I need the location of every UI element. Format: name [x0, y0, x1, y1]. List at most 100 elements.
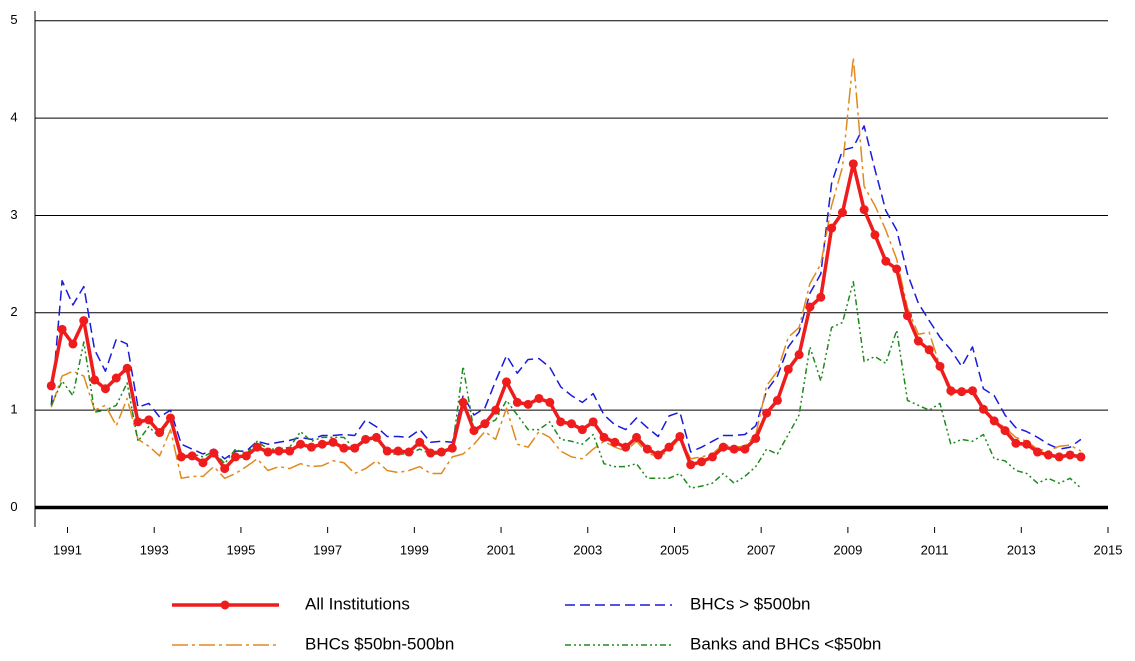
point	[296, 439, 306, 449]
point	[718, 442, 728, 452]
y-tick-label: 1	[10, 402, 17, 417]
point	[567, 419, 576, 429]
point	[729, 444, 739, 454]
point	[924, 345, 934, 355]
x-tick-label: 2007	[747, 542, 776, 557]
legend-label: All Institutions	[305, 594, 410, 613]
point	[220, 464, 230, 474]
point	[317, 439, 327, 449]
point	[263, 447, 273, 457]
point	[1054, 452, 1064, 462]
point	[978, 404, 988, 414]
y-tick-label: 4	[10, 110, 17, 125]
point	[1000, 426, 1010, 436]
point	[328, 437, 338, 447]
x-tick-label: 2015	[1094, 542, 1123, 557]
point	[285, 446, 295, 456]
point	[176, 452, 186, 462]
point	[1043, 450, 1053, 460]
series-line	[50, 280, 1082, 489]
point	[968, 386, 978, 396]
point	[556, 417, 566, 427]
point	[523, 399, 533, 409]
point	[794, 350, 804, 360]
point	[881, 256, 891, 266]
point	[491, 405, 501, 415]
point	[436, 447, 446, 457]
x-tick-label: 1993	[140, 542, 169, 557]
y-tick-label: 0	[10, 499, 17, 514]
x-tick-label: 2003	[573, 542, 602, 557]
point	[480, 419, 490, 429]
point	[1076, 452, 1086, 462]
point	[274, 446, 284, 456]
point	[393, 446, 403, 456]
point	[686, 460, 696, 470]
point	[209, 448, 219, 458]
point	[252, 442, 262, 452]
series-line	[50, 56, 1082, 480]
point	[610, 437, 620, 447]
point	[371, 432, 381, 442]
series-line	[50, 125, 1082, 460]
point	[90, 375, 100, 385]
point	[241, 451, 251, 461]
y-tick-label: 2	[10, 304, 17, 319]
point	[653, 450, 663, 460]
point	[1011, 438, 1021, 448]
x-tick-label: 1999	[400, 542, 429, 557]
point	[198, 458, 208, 468]
x-tick-label: 1991	[53, 542, 82, 557]
point	[79, 316, 89, 326]
x-tick-label: 2011	[921, 542, 949, 557]
point	[1022, 439, 1032, 449]
point	[805, 302, 815, 312]
x-tick-label: 2005	[660, 542, 689, 557]
point	[122, 363, 132, 373]
point	[100, 384, 110, 394]
y-tick-label: 5	[10, 12, 17, 27]
point	[133, 417, 143, 427]
point	[46, 381, 56, 391]
point	[350, 443, 360, 453]
point	[870, 230, 880, 240]
point	[664, 442, 674, 452]
point	[827, 223, 837, 233]
point	[144, 415, 154, 425]
point	[339, 443, 349, 453]
point	[816, 292, 826, 302]
legend-label: Banks and BHCs <$50bn	[690, 634, 881, 653]
legend-label: BHCs $50bn-500bn	[305, 634, 454, 653]
point	[469, 426, 479, 436]
x-tick-label: 1997	[313, 542, 342, 557]
point	[155, 428, 165, 438]
point	[751, 433, 761, 443]
point	[707, 452, 717, 462]
x-tick-label: 2009	[833, 542, 862, 557]
point	[426, 448, 436, 458]
point	[111, 373, 121, 383]
point	[68, 339, 78, 349]
point	[306, 442, 316, 452]
point	[946, 386, 956, 396]
point	[458, 397, 468, 407]
point	[957, 387, 967, 397]
point	[772, 395, 782, 405]
legend-label: BHCs > $500bn	[690, 594, 811, 613]
point	[892, 264, 902, 274]
point	[902, 311, 912, 321]
point	[632, 432, 642, 442]
point	[534, 393, 544, 403]
point	[1033, 447, 1043, 457]
point	[675, 431, 685, 441]
point	[740, 444, 750, 454]
point	[697, 457, 707, 467]
point	[404, 447, 414, 457]
x-tick-label: 1995	[226, 542, 255, 557]
x-tick-label: 2001	[487, 542, 516, 557]
point	[577, 425, 587, 435]
point	[545, 397, 555, 407]
point	[382, 446, 392, 456]
point	[762, 408, 772, 418]
